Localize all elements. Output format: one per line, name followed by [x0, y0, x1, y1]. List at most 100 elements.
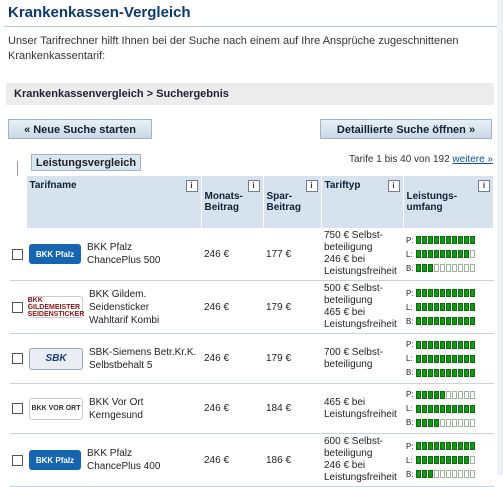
- compare-arrow-line: [17, 161, 18, 183]
- leistungsumfang-bars: P: L: B:: [403, 383, 494, 434]
- tarif-name[interactable]: BKK Pfalz ChancePlus 400: [87, 448, 161, 472]
- bar-segment: [470, 289, 475, 297]
- bar-p: P:: [406, 439, 491, 453]
- bar-segment: [422, 390, 427, 399]
- bar-segment: [434, 289, 439, 297]
- bar-segment: [428, 354, 433, 363]
- bar-segment: [464, 368, 469, 377]
- bar-segment: [416, 289, 421, 297]
- bar-segment: [428, 404, 433, 413]
- bar-segment: [470, 404, 475, 413]
- info-icon[interactable]: i: [185, 180, 198, 192]
- tarif-name[interactable]: SBK-Siemens Betr.Kr.K. Selbstbehalt 5: [89, 346, 197, 371]
- monatsbeitrag-value: 246 €: [201, 433, 263, 487]
- bar-l: L:: [406, 300, 491, 314]
- bar-segment: [428, 340, 433, 349]
- bar-segment: [458, 418, 463, 427]
- new-search-button[interactable]: « Neue Suche starten: [8, 119, 152, 139]
- row-checkbox[interactable]: [12, 403, 23, 414]
- bar-segment: [470, 390, 475, 399]
- table-row: BKK Pfalz BKK Pfalz ChancePlus 400 246 €…: [10, 433, 494, 487]
- bar-segment: [464, 418, 469, 427]
- bar-segment: [446, 442, 451, 450]
- bar-segment: [446, 317, 451, 325]
- header-tarifname[interactable]: Tarifname i: [26, 176, 202, 228]
- header-select: [10, 176, 27, 228]
- info-icon[interactable]: i: [387, 180, 400, 192]
- bar-segment: [446, 303, 451, 311]
- bar-segment: [422, 404, 427, 413]
- tarif-name[interactable]: BKK Gildem. Seidensticker Wahltarif Komb…: [89, 288, 160, 326]
- advanced-search-button[interactable]: Detaillierte Suche öffnen »: [320, 119, 492, 139]
- bar-segment: [452, 354, 457, 363]
- bar-segment: [452, 456, 457, 464]
- scrollbar[interactable]: [497, 0, 503, 475]
- breadcrumb: Krankenkassenvergleich > Suchergebnis: [6, 83, 494, 105]
- bar-segment: [434, 340, 439, 349]
- header-monatsbeitrag[interactable]: Monats- Beitrag i: [201, 176, 264, 228]
- bar-segment: [458, 470, 463, 478]
- bar-segment: [452, 418, 457, 427]
- tarif-cell: BKK Pfalz BKK Pfalz ChancePlus 500: [26, 228, 201, 281]
- bar-segment: [452, 390, 457, 399]
- bar-segment: [464, 390, 469, 399]
- bar-segment: [470, 250, 475, 258]
- bar-segment: [452, 250, 457, 258]
- info-icon[interactable]: i: [478, 180, 490, 192]
- bar-segment: [464, 317, 469, 325]
- tarif-cell: BKK GILDEMEISTER SEIDENSTICKER BKK Gilde…: [26, 280, 201, 334]
- bar-b: B:: [406, 366, 491, 380]
- header-tariftyp[interactable]: Tariftyp i: [321, 176, 404, 228]
- bar-segment: [452, 303, 457, 311]
- bar-segment: [452, 289, 457, 297]
- bar-l: L:: [406, 247, 491, 261]
- bar-segment: [458, 250, 463, 258]
- info-icon[interactable]: i: [247, 180, 260, 192]
- bar-segment: [458, 289, 463, 297]
- header-sparbeitrag[interactable]: Spar- Beitrag i: [263, 176, 322, 228]
- bar-segment: [428, 236, 433, 244]
- table-row: BKK Pfalz BKK Pfalz ChancePlus 500 246 €…: [10, 228, 494, 281]
- bar-segment: [416, 303, 421, 311]
- bar-segment: [452, 236, 457, 244]
- bar-segment: [416, 442, 421, 450]
- bar-segment: [416, 418, 421, 427]
- bar-segment: [428, 368, 433, 377]
- row-checkbox[interactable]: [12, 353, 23, 364]
- bar-segment: [440, 340, 445, 349]
- tarif-name[interactable]: BKK Pfalz ChancePlus 500: [87, 242, 161, 266]
- bar-segment: [440, 390, 445, 399]
- info-icon[interactable]: i: [305, 180, 318, 192]
- monatsbeitrag-value: 246 €: [201, 280, 263, 334]
- bar-segment: [446, 418, 451, 427]
- more-link[interactable]: weitere »: [452, 154, 493, 165]
- bar-p: P:: [406, 286, 491, 300]
- bar-segment: [434, 303, 439, 311]
- table-row: BKK VOR ORT BKK Vor Ort Kerngesund 246 €…: [10, 383, 494, 434]
- row-checkbox[interactable]: [12, 454, 23, 466]
- bar-segment: [470, 418, 475, 427]
- sparbeitrag-value: 179 €: [263, 333, 321, 384]
- bar-segment: [434, 470, 439, 478]
- bar-segment: [440, 303, 445, 311]
- bar-segment: [452, 442, 457, 450]
- bar-segment: [470, 264, 475, 272]
- bar-segment: [464, 442, 469, 450]
- tarif-cell: BKK VOR ORT BKK Vor Ort Kerngesund: [26, 383, 201, 434]
- bar-segment: [446, 340, 451, 349]
- leistungsumfang-bars: P: L: B:: [403, 333, 494, 384]
- tariftyp-value: 700 € Selbst- beteiligung: [321, 333, 403, 384]
- bar-segment: [464, 354, 469, 363]
- bar-b: B:: [406, 416, 491, 430]
- bar-segment: [416, 340, 421, 349]
- row-checkbox[interactable]: [12, 301, 23, 313]
- row-checkbox[interactable]: [12, 248, 23, 260]
- bar-segment: [464, 404, 469, 413]
- insurer-logo: BKK Pfalz: [29, 244, 81, 264]
- bar-segment: [470, 340, 475, 349]
- header-leistungsumfang[interactable]: Leistungs- umfang i: [403, 176, 494, 228]
- tarif-cell: SBK SBK-Siemens Betr.Kr.K. Selbstbehalt …: [26, 333, 201, 384]
- pagination-text: Tarife 1 bis 40 von 192: [349, 154, 450, 165]
- compare-button[interactable]: Leistungsvergleich: [31, 154, 141, 171]
- tarif-name[interactable]: BKK Vor Ort Kerngesund: [89, 396, 144, 421]
